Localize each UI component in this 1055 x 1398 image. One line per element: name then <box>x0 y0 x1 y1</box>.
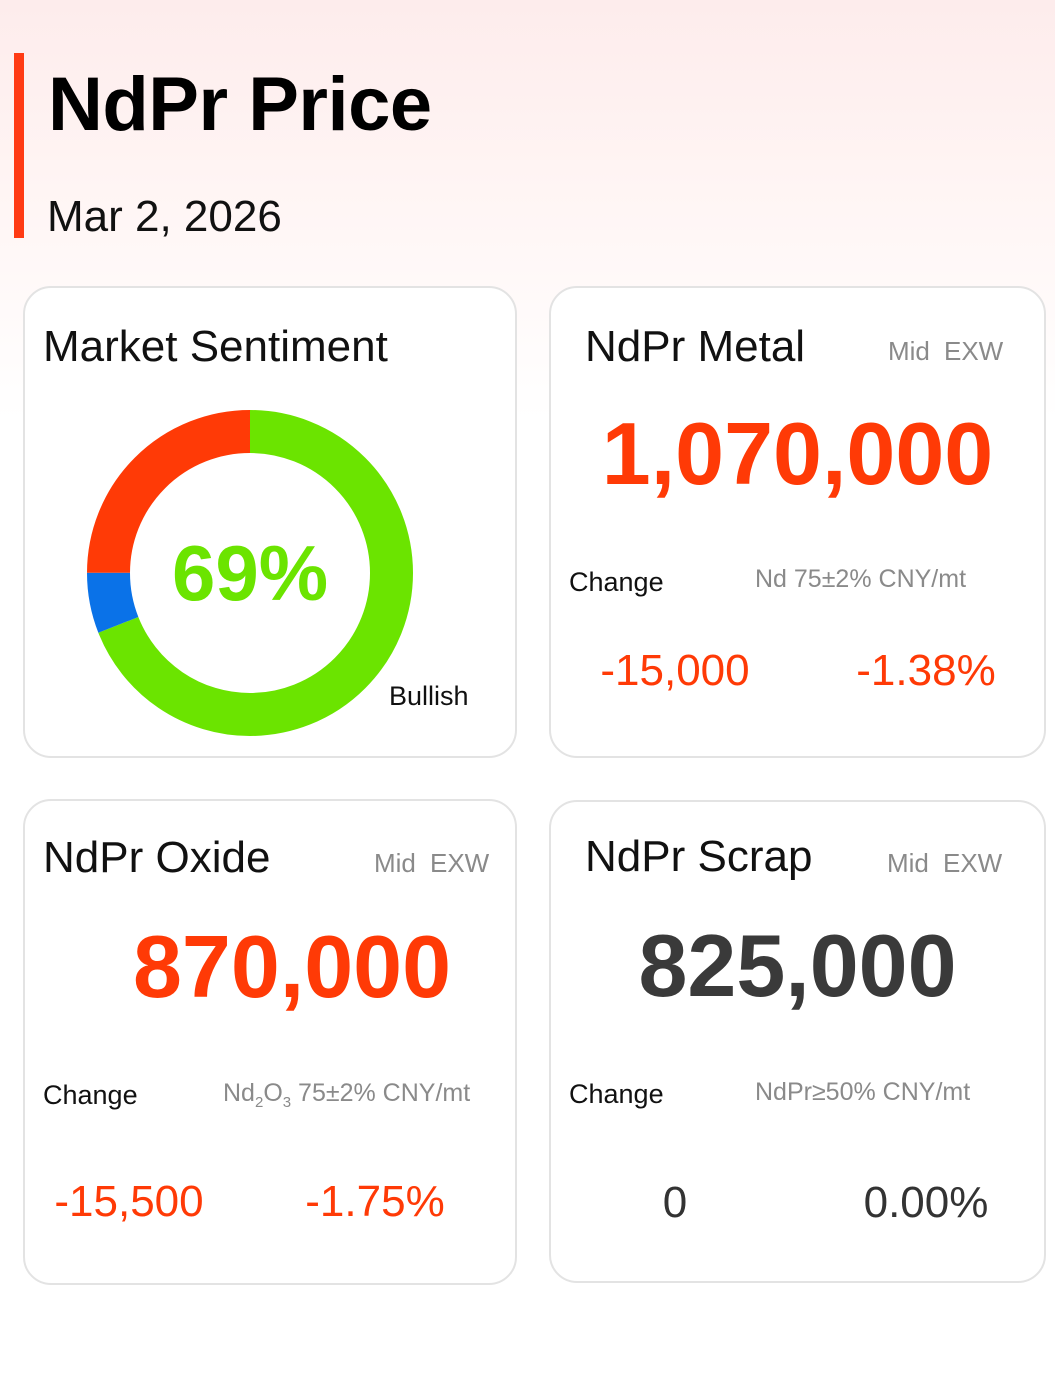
title-accent-bar <box>14 53 24 238</box>
sentiment-percent: 69% <box>171 529 329 617</box>
market-sentiment-title: Market Sentiment <box>43 322 388 371</box>
oxide-price: 870,000 <box>132 917 452 1016</box>
page-date: Mar 2, 2026 <box>47 192 282 241</box>
scrap-title: NdPr Scrap <box>585 832 813 881</box>
donut-segment-bearish <box>87 410 413 736</box>
metal-price: 1,070,000 <box>601 404 994 503</box>
metal-change-abs: -15,000 <box>600 646 750 695</box>
metal-tag-mid: Mid <box>888 336 930 366</box>
oxide-tag-exw: EXW <box>430 848 490 878</box>
oxide-tag-mid: Mid <box>374 848 416 878</box>
scrap-tag-mid: Mid <box>887 848 929 878</box>
sentiment-donut-chart <box>87 410 413 736</box>
page-title: NdPr Price <box>48 62 432 147</box>
ndpr-scrap-card: NdPr Scrap Mid EXW 825,000 Change NdPr≥5… <box>549 800 1046 1283</box>
oxide-change-pct: -1.75% <box>305 1177 445 1226</box>
donut-segment-neutral <box>87 410 413 736</box>
oxide-change-label: Change <box>43 1080 138 1110</box>
ndpr-metal-card: NdPr Metal Mid EXW 1,070,000 Change Nd 7… <box>549 286 1046 758</box>
scrap-spec: NdPr≥50% CNY/mt <box>755 1078 971 1106</box>
scrap-price: 825,000 <box>638 916 957 1015</box>
scrap-tag-exw: EXW <box>943 848 1003 878</box>
market-sentiment-card: Market Sentiment 69% Bullish <box>23 286 517 758</box>
metal-change-pct: -1.38% <box>856 646 996 695</box>
metal-change-label: Change <box>569 567 664 597</box>
metal-spec: Nd 75±2% CNY/mt <box>755 565 967 593</box>
scrap-change-abs: 0 <box>662 1178 688 1227</box>
sentiment-label: Bullish <box>389 681 469 711</box>
oxide-change-abs: -15,500 <box>54 1177 204 1226</box>
scrap-change-pct: 0.00% <box>863 1178 989 1227</box>
scrap-change-label: Change <box>569 1079 664 1109</box>
ndpr-oxide-card: NdPr Oxide Mid EXW 870,000 Change Nd2O3 … <box>23 799 517 1285</box>
metal-title: NdPr Metal <box>585 322 806 371</box>
oxide-title: NdPr Oxide <box>43 833 271 882</box>
oxide-spec: Nd2O3 75±2% CNY/mt <box>223 1079 471 1111</box>
metal-tag-exw: EXW <box>944 336 1004 366</box>
